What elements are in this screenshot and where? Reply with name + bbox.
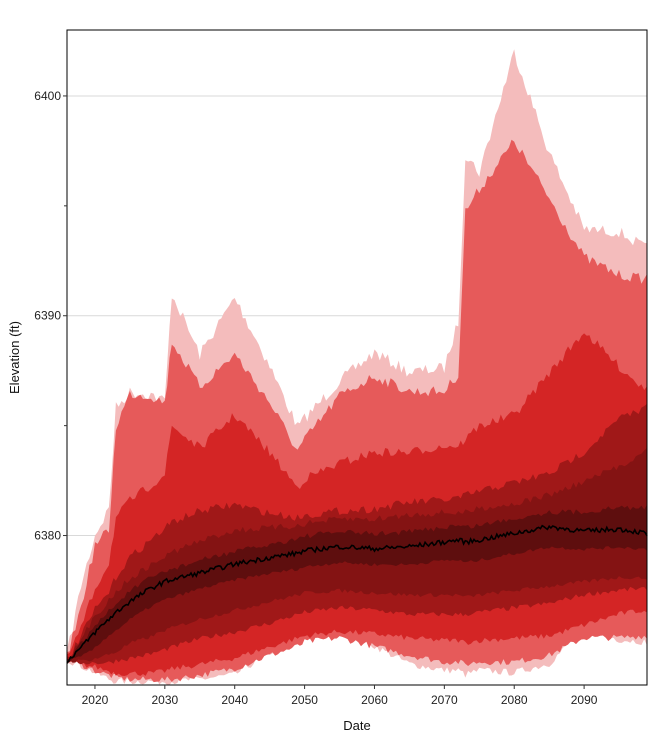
x-tick-label: 2030: [151, 693, 178, 707]
x-axis-title: Date: [343, 718, 370, 733]
y-axis-title: Elevation (ft): [7, 321, 22, 394]
axes: 2020 2030 2040 2050 2060 2070 2080 2090 6380 6390…: [34, 89, 597, 707]
plot-frame: [66, 29, 648, 686]
median-line: [66, 524, 648, 664]
y-tick-label: 6390: [34, 309, 61, 323]
y-tick-label: 6380: [34, 529, 61, 543]
y-tick-label: 6400: [34, 89, 61, 103]
x-tick-label: 2020: [82, 693, 109, 707]
x-tick-label: 2060: [361, 693, 388, 707]
x-tick-label: 2050: [291, 693, 318, 707]
x-tick-label: 2080: [501, 693, 528, 707]
band-6: [67, 504, 647, 663]
median-line-layer: [66, 524, 648, 664]
x-tick-label: 2090: [571, 693, 598, 707]
uncertainty-bands: [67, 49, 647, 685]
x-tick-label: 2070: [431, 693, 458, 707]
x-tick-label: 2040: [221, 693, 248, 707]
